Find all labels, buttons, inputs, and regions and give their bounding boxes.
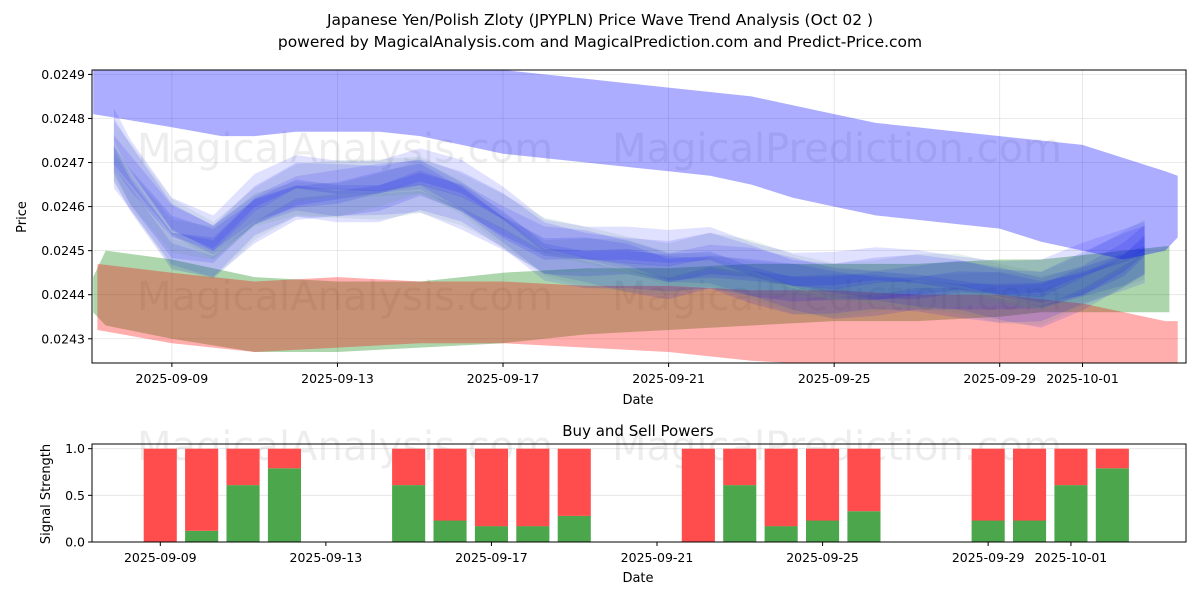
signal-x-label: Date — [622, 571, 653, 586]
buy-bar — [433, 520, 467, 542]
x-tick-label: 2025-09-29 — [963, 371, 1036, 386]
signal-chart: Buy and Sell Powers MagicalAnalysis.com … — [39, 422, 1187, 586]
y-tick-label: 0.0 — [65, 535, 85, 550]
buy-bar — [806, 520, 840, 542]
watermark-magicalprediction: MagicalPrediction.com — [612, 126, 1062, 172]
upper-trend-band — [93, 70, 1178, 260]
x-tick-label: 2025-10-01 — [1035, 550, 1108, 565]
signal-bars — [143, 448, 1129, 542]
signal-y-label: Signal Strength — [39, 444, 54, 544]
x-tick-label: 2025-09-17 — [455, 550, 528, 565]
sell-bar — [143, 448, 177, 542]
wave-band — [113, 108, 1145, 295]
price-grid — [92, 70, 1186, 363]
buy-bar — [392, 485, 426, 542]
watermark-magicalanalysis: MagicalAnalysis.com — [137, 126, 553, 172]
x-tick-label: 2025-10-01 — [1046, 371, 1119, 386]
price-x-ticks: 2025-09-09 2025-09-13 2025-09-17 2025-09-21… — [136, 363, 1119, 386]
x-tick-label: 2025-09-21 — [632, 371, 705, 386]
signal-axes-frame — [91, 443, 1187, 543]
sell-bar — [185, 448, 219, 531]
sell-bar — [806, 448, 840, 521]
signal-y-ticks: 0.0 0.5 1.0 — [65, 441, 92, 550]
sell-bar — [392, 448, 426, 486]
price-axes-frame — [91, 69, 1187, 364]
wave-band — [113, 121, 1145, 310]
sell-bar — [1013, 448, 1047, 521]
sell-bar — [723, 448, 757, 486]
sell-bar — [847, 448, 881, 512]
price-chart: MagicalAnalysis.com MagicalPrediction.co… — [15, 67, 1187, 408]
green-band — [93, 246, 1170, 352]
buy-bar — [1054, 485, 1088, 542]
chart-subtitle: powered by MagicalAnalysis.com and Magic… — [278, 33, 922, 51]
buy-bar — [764, 526, 798, 542]
buy-bar — [723, 485, 757, 542]
price-watermarks: MagicalAnalysis.com MagicalPrediction.co… — [137, 126, 1062, 320]
sell-bar — [971, 448, 1005, 521]
watermark-magicalanalysis-2: MagicalAnalysis.com — [137, 274, 553, 320]
sell-bar — [1054, 448, 1088, 486]
wave-band — [113, 143, 1145, 323]
y-tick-label: 1.0 — [65, 441, 85, 456]
signal-chart-title: Buy and Sell Powers — [562, 422, 714, 440]
watermark-magicalprediction-2: MagicalPrediction.com — [612, 274, 1062, 320]
chart-title: Japanese Yen/Polish Zloty (JPYPLN) Price… — [326, 11, 873, 29]
buy-bar — [516, 526, 550, 542]
buy-bar — [1095, 468, 1129, 542]
sell-bar — [226, 448, 260, 486]
price-y-label: Price — [15, 201, 30, 233]
y-tick-label: 0.0243 — [41, 331, 85, 346]
wave-band — [113, 166, 1145, 328]
buy-bar — [267, 468, 301, 542]
y-tick-label: 0.0248 — [41, 111, 85, 126]
price-y-ticks: 0.0243 0.0244 0.0245 0.0246 0.0247 0.0248 0.02… — [41, 67, 92, 346]
x-tick-label: 2025-09-21 — [621, 550, 694, 565]
x-tick-label: 2025-09-13 — [301, 371, 374, 386]
buy-bar — [557, 515, 591, 542]
y-tick-label: 0.0245 — [41, 243, 85, 258]
red-band — [97, 263, 1178, 363]
buy-bar — [847, 511, 881, 542]
x-tick-label: 2025-09-25 — [786, 550, 859, 565]
buy-bar — [971, 520, 1005, 542]
wave-band — [113, 118, 1145, 298]
y-tick-label: 0.0247 — [41, 155, 85, 170]
y-tick-label: 0.5 — [65, 488, 85, 503]
buy-bar — [185, 530, 219, 542]
buy-bar — [1013, 520, 1047, 542]
y-tick-label: 0.0246 — [41, 199, 85, 214]
wave-band — [113, 142, 1145, 310]
sell-bar — [516, 448, 550, 527]
sell-bar — [267, 448, 301, 469]
sell-bar — [681, 448, 715, 542]
x-tick-label: 2025-09-25 — [798, 371, 871, 386]
buy-bar — [474, 526, 508, 542]
y-tick-label: 0.0244 — [41, 287, 85, 302]
x-tick-label: 2025-09-09 — [136, 371, 209, 386]
wave-band — [113, 135, 1145, 308]
wave-band — [113, 153, 1145, 326]
sell-bar — [1095, 448, 1129, 469]
x-tick-label: 2025-09-13 — [290, 550, 363, 565]
x-tick-label: 2025-09-29 — [952, 550, 1025, 565]
price-bands — [93, 70, 1178, 363]
sell-bar — [433, 448, 467, 521]
y-tick-label: 0.0249 — [41, 67, 85, 82]
x-tick-label: 2025-09-09 — [124, 550, 197, 565]
sell-bar — [764, 448, 798, 527]
signal-x-ticks: 2025-09-09 2025-09-13 2025-09-17 2025-09-21… — [124, 542, 1107, 565]
sell-bar — [474, 448, 508, 527]
wave-band — [113, 146, 1145, 310]
wave-band — [113, 145, 1145, 303]
sell-bar — [557, 448, 591, 516]
price-x-label: Date — [622, 393, 653, 408]
buy-bar — [226, 485, 260, 542]
x-tick-label: 2025-09-17 — [467, 371, 540, 386]
